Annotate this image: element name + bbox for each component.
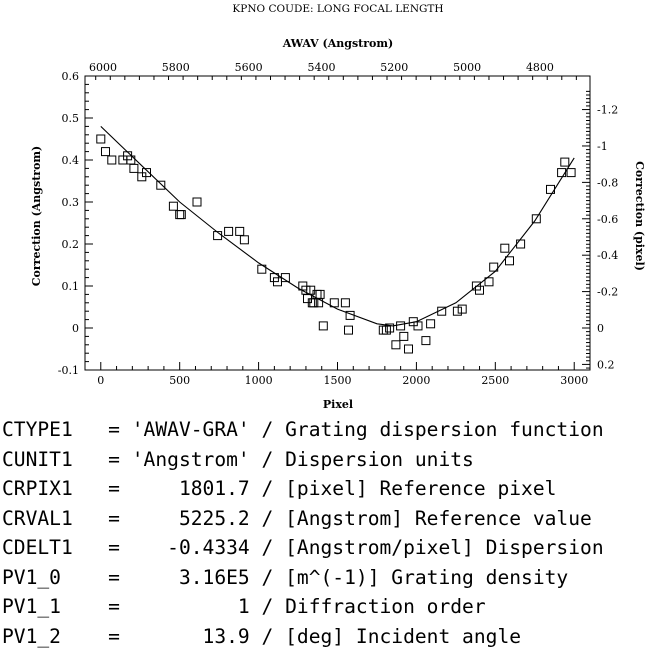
y2-tick-label: -0.4 xyxy=(597,249,618,262)
x2-tick-label: 5200 xyxy=(380,61,408,74)
y2-tick-label: -0.6 xyxy=(597,213,618,226)
data-point xyxy=(257,264,267,274)
header-line: CRPIX1 = 1801.7 / [pixel] Reference pixe… xyxy=(2,477,557,500)
left-axis-title: Correction (Angstrom) xyxy=(30,146,43,286)
y2-tick-label: -1.2 xyxy=(597,104,618,117)
data-point xyxy=(484,277,494,287)
data-point xyxy=(340,298,350,308)
data-point xyxy=(318,321,328,331)
x-tick-label: 2500 xyxy=(481,374,509,387)
data-point xyxy=(385,323,395,333)
data-point xyxy=(396,321,406,331)
data-point xyxy=(391,340,401,350)
data-point xyxy=(176,210,186,220)
y2-tick-label: 0.2 xyxy=(597,358,615,371)
data-point xyxy=(516,239,526,249)
x2-tick-label: 6000 xyxy=(89,61,117,74)
data-point xyxy=(192,197,202,207)
data-point xyxy=(107,155,117,165)
x2-tick-label: 5800 xyxy=(162,61,190,74)
x2-tick-label: 4800 xyxy=(526,61,554,74)
header-line: PV1_1 = 1 / Diffraction order xyxy=(2,595,486,618)
data-point xyxy=(329,298,339,308)
axes-layer: 0 500 1000 1500 2000 2500 3000 -0.1 0 0.1 0.2 0.3 0.… xyxy=(58,61,618,387)
y-tick-label: 0.3 xyxy=(62,196,80,209)
data-point xyxy=(500,243,510,253)
data-point xyxy=(457,304,467,314)
y-tick-label: 0.4 xyxy=(62,154,80,167)
top-axis-title: AWAV (Angstrom) xyxy=(282,37,393,50)
plot-frame xyxy=(84,75,591,371)
data-point xyxy=(531,214,541,224)
x2-tick-label: 5400 xyxy=(307,61,335,74)
data-point xyxy=(224,226,234,236)
y2-tick-label: -1 xyxy=(597,140,608,153)
data-point xyxy=(437,306,447,316)
y-tick-label: 0.1 xyxy=(62,280,80,293)
data-point xyxy=(566,168,576,178)
data-point xyxy=(426,319,436,329)
y-tick-label: -0.1 xyxy=(58,364,79,377)
data-point xyxy=(560,157,570,167)
fit-curve xyxy=(100,126,575,327)
right-axis-title: Correction (pixel) xyxy=(633,161,646,271)
x-tick-label: 0 xyxy=(97,374,104,387)
points-layer xyxy=(96,134,576,354)
data-point xyxy=(557,168,567,178)
header-line: PV1_2 = 13.9 / [deg] Incident angle xyxy=(2,624,522,648)
x2-tick-label: 5000 xyxy=(453,61,481,74)
data-point xyxy=(345,310,355,320)
x-tick-label: 1500 xyxy=(324,374,352,387)
data-point xyxy=(156,180,166,190)
data-point xyxy=(475,285,484,295)
x-tick-label: 500 xyxy=(169,374,190,387)
data-point xyxy=(280,273,290,283)
y2-tick-label: -0.8 xyxy=(597,176,618,189)
x-tick-label: 1000 xyxy=(245,374,273,387)
header-line: CDELT1 = -0.4334 / [Angstrom/pixel] Disp… xyxy=(2,536,604,559)
x-tick-label: 3000 xyxy=(560,374,588,387)
y2-tick-label: 0 xyxy=(597,322,604,335)
chart: KPNO COUDE: LONG FOCAL LENGTH AWAV (Angs… xyxy=(30,3,646,411)
data-point xyxy=(168,201,178,211)
data-point xyxy=(315,289,325,299)
header-line: PV1_0 = 3.16E5 / [m^(-1)] Grating densit… xyxy=(2,565,569,589)
y-tick-label: 0.2 xyxy=(62,238,80,251)
x2-tick-label: 5600 xyxy=(235,61,263,74)
y-tick-label: 0.6 xyxy=(62,70,80,83)
data-point xyxy=(413,321,423,331)
data-point xyxy=(404,344,413,354)
data-point xyxy=(546,184,555,194)
chart-title: KPNO COUDE: LONG FOCAL LENGTH xyxy=(232,3,443,15)
x-tick-label: 2000 xyxy=(402,374,430,387)
data-point xyxy=(235,226,245,236)
data-point xyxy=(213,231,223,241)
data-point xyxy=(129,163,139,173)
y-tick-label: 0.5 xyxy=(62,112,80,125)
y-tick-label: 0 xyxy=(72,322,79,335)
header-line: CUNIT1 = 'Angstrom' / Dispersion units xyxy=(2,447,474,471)
data-point xyxy=(239,235,249,245)
y2-tick-label: -0.2 xyxy=(597,286,618,299)
data-point xyxy=(489,262,499,272)
header-line: CTYPE1 = 'AWAV-GRA' / Grating dispersion… xyxy=(2,418,604,441)
data-point xyxy=(142,168,151,178)
data-point xyxy=(421,336,431,346)
data-point xyxy=(96,134,106,144)
data-point xyxy=(101,147,110,157)
fit-layer xyxy=(100,126,575,327)
data-point xyxy=(344,325,353,335)
data-point xyxy=(381,325,391,335)
header-line: CRVAL1 = 5225.2 / [Angstrom] Reference v… xyxy=(2,506,592,530)
data-point xyxy=(505,256,514,266)
fits-header-block: CTYPE1 = 'AWAV-GRA' / Grating dispersion… xyxy=(2,415,647,651)
bottom-axis-title: Pixel xyxy=(323,398,353,411)
data-point xyxy=(399,331,409,341)
data-point xyxy=(452,306,462,316)
